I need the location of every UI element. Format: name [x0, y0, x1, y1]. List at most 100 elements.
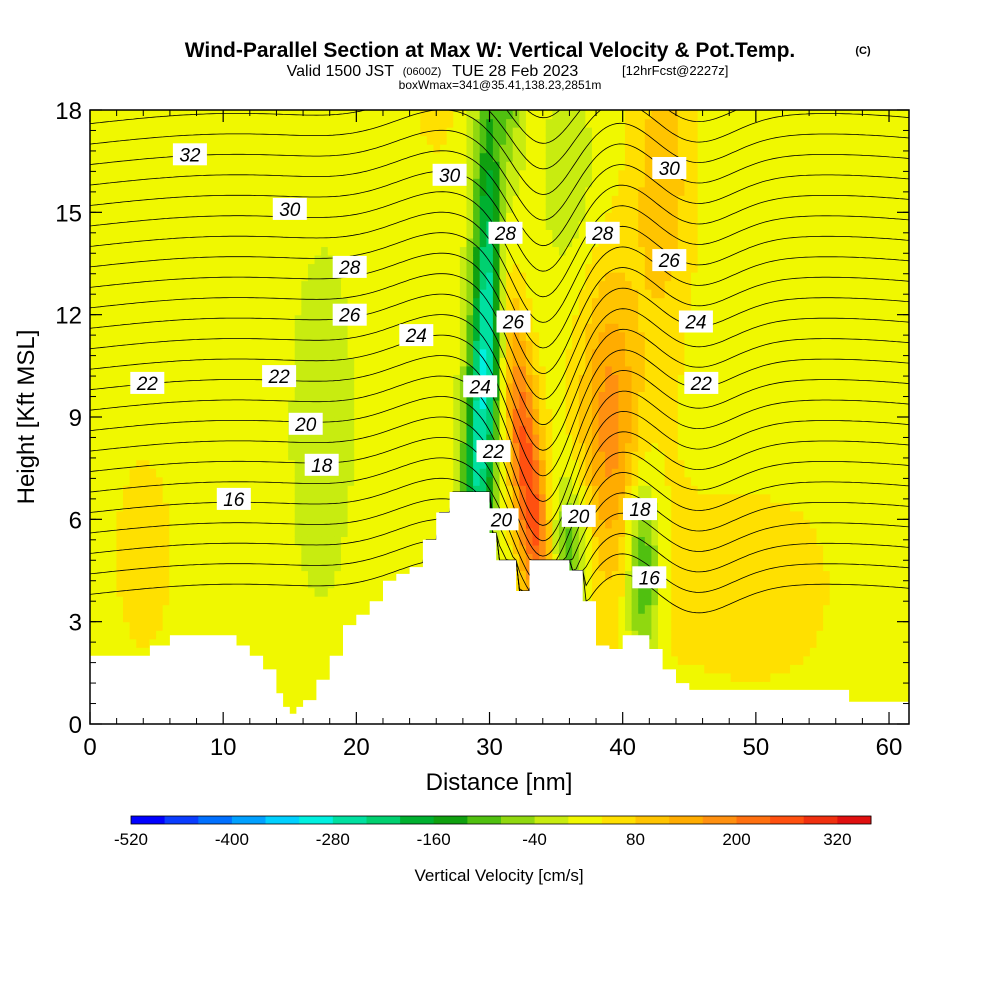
field-cell — [334, 280, 342, 290]
field-cell — [268, 246, 276, 256]
field-cell — [149, 630, 157, 640]
field-cell — [380, 280, 388, 290]
field-cell — [116, 152, 124, 162]
field-cell — [142, 357, 151, 367]
field-cell — [360, 399, 368, 410]
field-cell — [459, 289, 468, 299]
field-cell — [347, 152, 355, 162]
field-cell — [512, 382, 520, 393]
field-cell — [142, 289, 151, 299]
field-cell — [354, 357, 362, 367]
field-cell — [413, 510, 421, 520]
field-cell — [407, 297, 415, 307]
field-cell — [420, 519, 428, 529]
field-cell — [466, 212, 474, 222]
field-cell — [466, 237, 474, 248]
field-cell — [202, 561, 210, 572]
field-cell — [182, 621, 190, 631]
field-cell — [208, 587, 217, 597]
field-cell — [116, 391, 124, 401]
field-cell — [340, 527, 349, 537]
field-cell — [241, 596, 250, 606]
field-cell — [360, 544, 368, 555]
field-cell — [446, 468, 454, 478]
field-cell — [525, 340, 534, 350]
field-cell — [294, 323, 302, 333]
field-cell — [327, 485, 335, 495]
field-cell — [307, 212, 316, 222]
field-cell — [340, 604, 349, 614]
field-cell — [202, 135, 210, 145]
field-cell — [208, 382, 217, 393]
field-cell — [261, 613, 269, 623]
field-cell — [354, 169, 362, 179]
field-cell — [255, 442, 263, 452]
field-cell — [321, 306, 329, 316]
field-cell — [142, 314, 151, 324]
field-cell — [532, 314, 540, 324]
field-cell — [347, 459, 355, 469]
field-cell — [248, 272, 256, 282]
field-cell — [162, 502, 170, 512]
field-cell — [446, 237, 454, 248]
field-cell — [195, 442, 203, 452]
field-cell — [453, 306, 461, 316]
field-cell — [360, 118, 368, 128]
field-cell — [248, 297, 256, 307]
field-cell — [103, 365, 111, 375]
field-cell — [156, 638, 164, 648]
field-cell — [380, 417, 388, 427]
field-cell — [215, 587, 223, 597]
field-cell — [400, 382, 408, 393]
field-cell — [255, 272, 263, 282]
field-cell — [387, 272, 395, 282]
field-cell — [228, 127, 236, 137]
field-cell — [202, 613, 210, 623]
field-cell — [248, 237, 256, 248]
field-cell — [189, 118, 197, 128]
field-cell — [202, 127, 210, 137]
field-cell — [96, 212, 104, 222]
field-cell — [195, 391, 203, 401]
field-cell — [228, 442, 236, 452]
field-cell — [426, 280, 435, 290]
field-cell — [149, 246, 157, 256]
field-cell — [281, 536, 289, 546]
field-cell — [354, 195, 362, 205]
field-cell — [426, 246, 435, 256]
field-cell — [195, 348, 203, 358]
field-cell — [466, 186, 474, 196]
field-cell — [486, 323, 494, 333]
field-cell — [347, 161, 355, 171]
field-cell — [129, 536, 137, 546]
field-cell — [294, 613, 302, 623]
field-cell — [360, 229, 368, 239]
field-cell — [334, 570, 342, 580]
field-cell — [307, 689, 316, 700]
field-cell — [129, 502, 137, 512]
field-cell — [281, 229, 289, 239]
field-cell — [261, 118, 269, 128]
field-cell — [525, 365, 534, 375]
field-cell — [340, 348, 349, 358]
field-cell — [255, 570, 263, 580]
field-cell — [268, 272, 276, 282]
field-cell — [360, 519, 368, 529]
field-cell — [413, 382, 421, 393]
field-cell — [274, 237, 283, 248]
field-cell — [103, 451, 111, 461]
field-cell — [360, 527, 368, 537]
field-cell — [109, 442, 118, 452]
field-cell — [90, 570, 98, 580]
field-cell — [142, 476, 151, 486]
field-cell — [255, 587, 263, 597]
field-cell — [407, 229, 415, 239]
field-cell — [413, 485, 421, 495]
field-cell — [307, 681, 316, 691]
field-cell — [459, 144, 468, 154]
field-cell — [512, 272, 520, 282]
field-cell — [175, 374, 184, 384]
field-cell — [433, 468, 441, 478]
field-cell — [136, 127, 144, 137]
field-cell — [446, 425, 454, 435]
